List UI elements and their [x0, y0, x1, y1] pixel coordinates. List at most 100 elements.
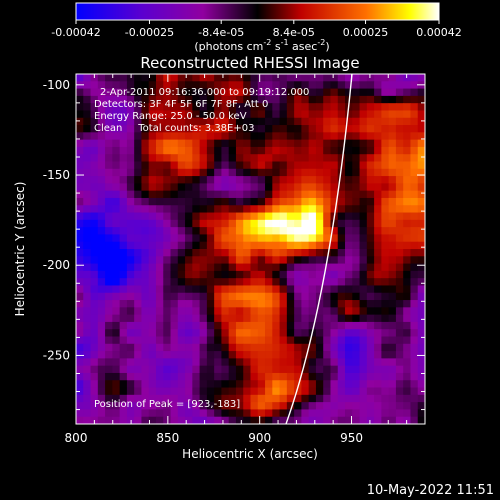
- heatmap-cell: [279, 88, 288, 97]
- heatmap-cell: [250, 161, 259, 170]
- heatmap-cell: [206, 183, 215, 192]
- heatmap-cell: [272, 146, 280, 155]
- heatmap-cell: [243, 219, 251, 228]
- heatmap-cell: [163, 219, 171, 228]
- heatmap-cell: [141, 358, 150, 367]
- heatmap-cell: [417, 336, 425, 345]
- heatmap-cell: [76, 212, 84, 221]
- heatmap-cell: [374, 212, 382, 221]
- heatmap-cell: [76, 95, 84, 104]
- heatmap-cell: [323, 416, 331, 424]
- heatmap-cell: [272, 125, 280, 133]
- heatmap-cell: [337, 380, 346, 388]
- heatmap-cell: [352, 394, 360, 403]
- heatmap-cell: [337, 219, 346, 228]
- heatmap-cell: [301, 234, 310, 243]
- heatmap-cell: [395, 74, 404, 82]
- heatmap-cell: [330, 351, 339, 359]
- heatmap-cell: [83, 380, 91, 388]
- heatmap-cell: [243, 183, 251, 192]
- heatmap-cell: [359, 263, 368, 272]
- heatmap-cell: [112, 183, 121, 192]
- heatmap-cell: [105, 321, 113, 330]
- heatmap-cell: [148, 300, 157, 308]
- heatmap-cell: [410, 146, 419, 155]
- heatmap-cell: [294, 365, 302, 374]
- heatmap-cell: [330, 205, 339, 213]
- heatmap-cell: [374, 256, 382, 264]
- heatmap-cell: [417, 402, 425, 410]
- heatmap-cell: [279, 212, 288, 221]
- heatmap-cell: [192, 307, 200, 316]
- heatmap-cell: [105, 168, 113, 177]
- heatmap-cell: [134, 263, 142, 272]
- heatmap-cell: [185, 285, 193, 294]
- heatmap-cell: [366, 278, 375, 286]
- heatmap-cell: [279, 292, 288, 301]
- heatmap-cell: [345, 343, 353, 352]
- heatmap-cell: [192, 234, 200, 243]
- heatmap-cell: [90, 300, 99, 308]
- heatmap-cell: [366, 307, 375, 316]
- heatmap-cell: [345, 146, 353, 155]
- heatmap-cell: [345, 402, 353, 410]
- heatmap-cell: [163, 139, 171, 148]
- heatmap-cell: [403, 227, 411, 235]
- heatmap-cell: [119, 278, 128, 286]
- heatmap-cell: [265, 321, 273, 330]
- heatmap-cell: [76, 139, 84, 148]
- heatmap-cell: [243, 402, 251, 410]
- heatmap-cell: [294, 117, 302, 126]
- heatmap-cell: [97, 81, 106, 89]
- heatmap-cell: [83, 81, 91, 89]
- heatmap-cell: [265, 197, 273, 206]
- heatmap-cell: [243, 212, 251, 221]
- heatmap-cell: [170, 307, 179, 316]
- heatmap-cell: [359, 249, 368, 257]
- heatmap-cell: [417, 132, 425, 141]
- heatmap-cell: [199, 365, 208, 374]
- heatmap-cell: [279, 227, 288, 235]
- heatmap-cell: [359, 402, 368, 410]
- heatmap-cell: [206, 380, 215, 388]
- heatmap-cell: [279, 168, 288, 177]
- heatmap-cell: [148, 241, 157, 250]
- colorbar-tick-label: 8.4e-05: [273, 26, 315, 39]
- heatmap-cell: [170, 132, 179, 141]
- heatmap-cell: [359, 351, 368, 359]
- heatmap-cell: [337, 139, 346, 148]
- heatmap-cell: [301, 183, 310, 192]
- heatmap-cell: [141, 154, 150, 162]
- heatmap-cell: [243, 81, 251, 89]
- heatmap-cell: [243, 125, 251, 133]
- heatmap-cell: [185, 402, 193, 410]
- heatmap-cell: [235, 219, 244, 228]
- heatmap-cell: [126, 285, 135, 294]
- heatmap-cell: [315, 263, 324, 272]
- heatmap-cell: [272, 336, 280, 345]
- heatmap-cell: [337, 146, 346, 155]
- heatmap-cell: [228, 358, 237, 367]
- heatmap-cell: [83, 88, 91, 97]
- heatmap-cell: [286, 161, 295, 170]
- heatmap-cell: [206, 117, 215, 126]
- heatmap-cell: [221, 154, 230, 162]
- heatmap-cell: [286, 117, 295, 126]
- heatmap-cell: [366, 263, 375, 272]
- heatmap-cell: [374, 249, 382, 257]
- heatmap-cell: [265, 329, 273, 337]
- heatmap-cell: [90, 219, 99, 228]
- heatmap-cell: [366, 300, 375, 308]
- heatmap-cell: [228, 416, 237, 424]
- heatmap-cell: [214, 329, 222, 337]
- heatmap-cell: [141, 372, 150, 381]
- heatmap-cell: [119, 110, 128, 119]
- heatmap-cell: [192, 168, 200, 177]
- heatmap-cell: [185, 263, 193, 272]
- heatmap-cell: [170, 387, 179, 396]
- heatmap-cell: [279, 139, 288, 148]
- heatmap-cell: [345, 190, 353, 199]
- heatmap-cell: [345, 183, 353, 192]
- heatmap-cell: [352, 190, 360, 199]
- heatmap-cell: [315, 402, 324, 410]
